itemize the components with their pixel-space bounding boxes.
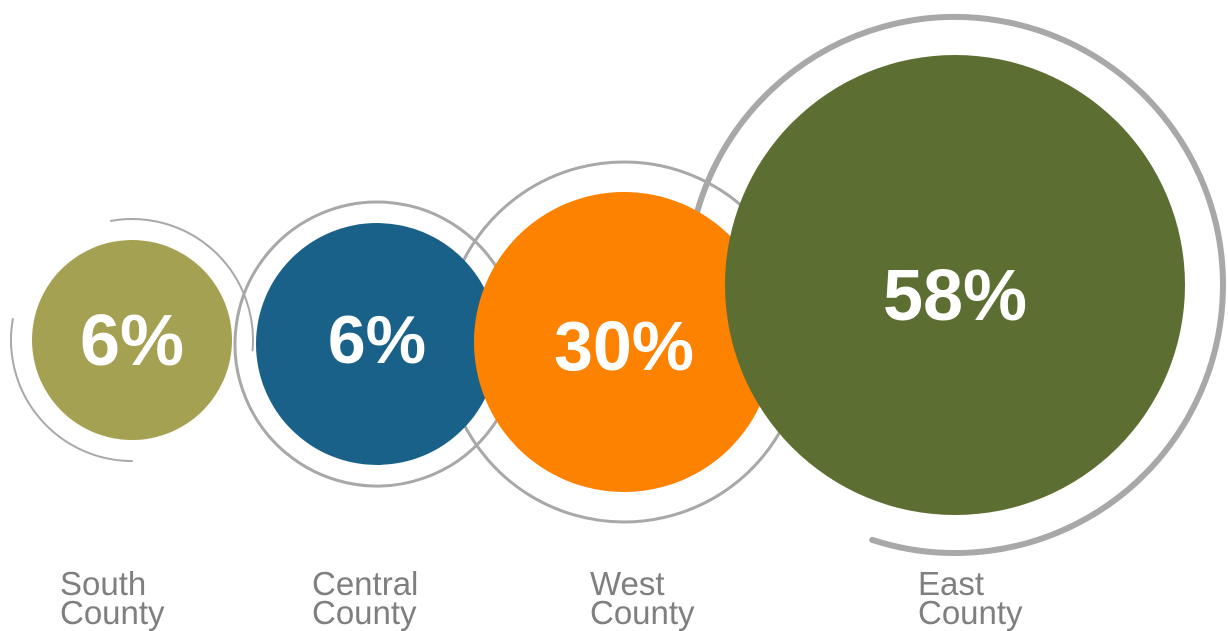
value-label-west-county: 30% [554, 307, 694, 385]
ring-east-county-0 [683, 13, 1226, 556]
ring-central-county-0 [233, 200, 521, 488]
category-label-west-county-line-1: West [590, 565, 665, 602]
ring-south-county-0 [10, 317, 133, 462]
bubble-east-county [725, 55, 1185, 515]
ring-west-county-1 [459, 416, 789, 524]
category-label-south-county-line-1: South [60, 565, 146, 602]
bubble-central-county [256, 223, 498, 465]
bubbles [32, 55, 1185, 515]
category-label-central-county-line-2: County [312, 594, 417, 631]
category-label-south-county-line-2: County [60, 594, 165, 631]
value-label-south-county: 6% [80, 301, 184, 381]
value-label-central-county: 6% [328, 302, 426, 378]
category-label-east-county-line-1: East [918, 565, 984, 602]
bubble-south-county [32, 240, 232, 440]
category-label-central-county-line-1: Central [312, 565, 418, 602]
value-labels: 6% 6% 30% 58% [80, 256, 1027, 385]
value-label-east-county: 58% [883, 256, 1027, 336]
category-labels: SouthCountyCentralCountyWestCountyEastCo… [60, 565, 1023, 631]
ring-south-county-1 [109, 218, 254, 352]
bubble-west-county [474, 192, 774, 492]
category-label-east-county-line-2: County [918, 594, 1023, 631]
category-label-west-county-line-2: County [590, 594, 695, 631]
